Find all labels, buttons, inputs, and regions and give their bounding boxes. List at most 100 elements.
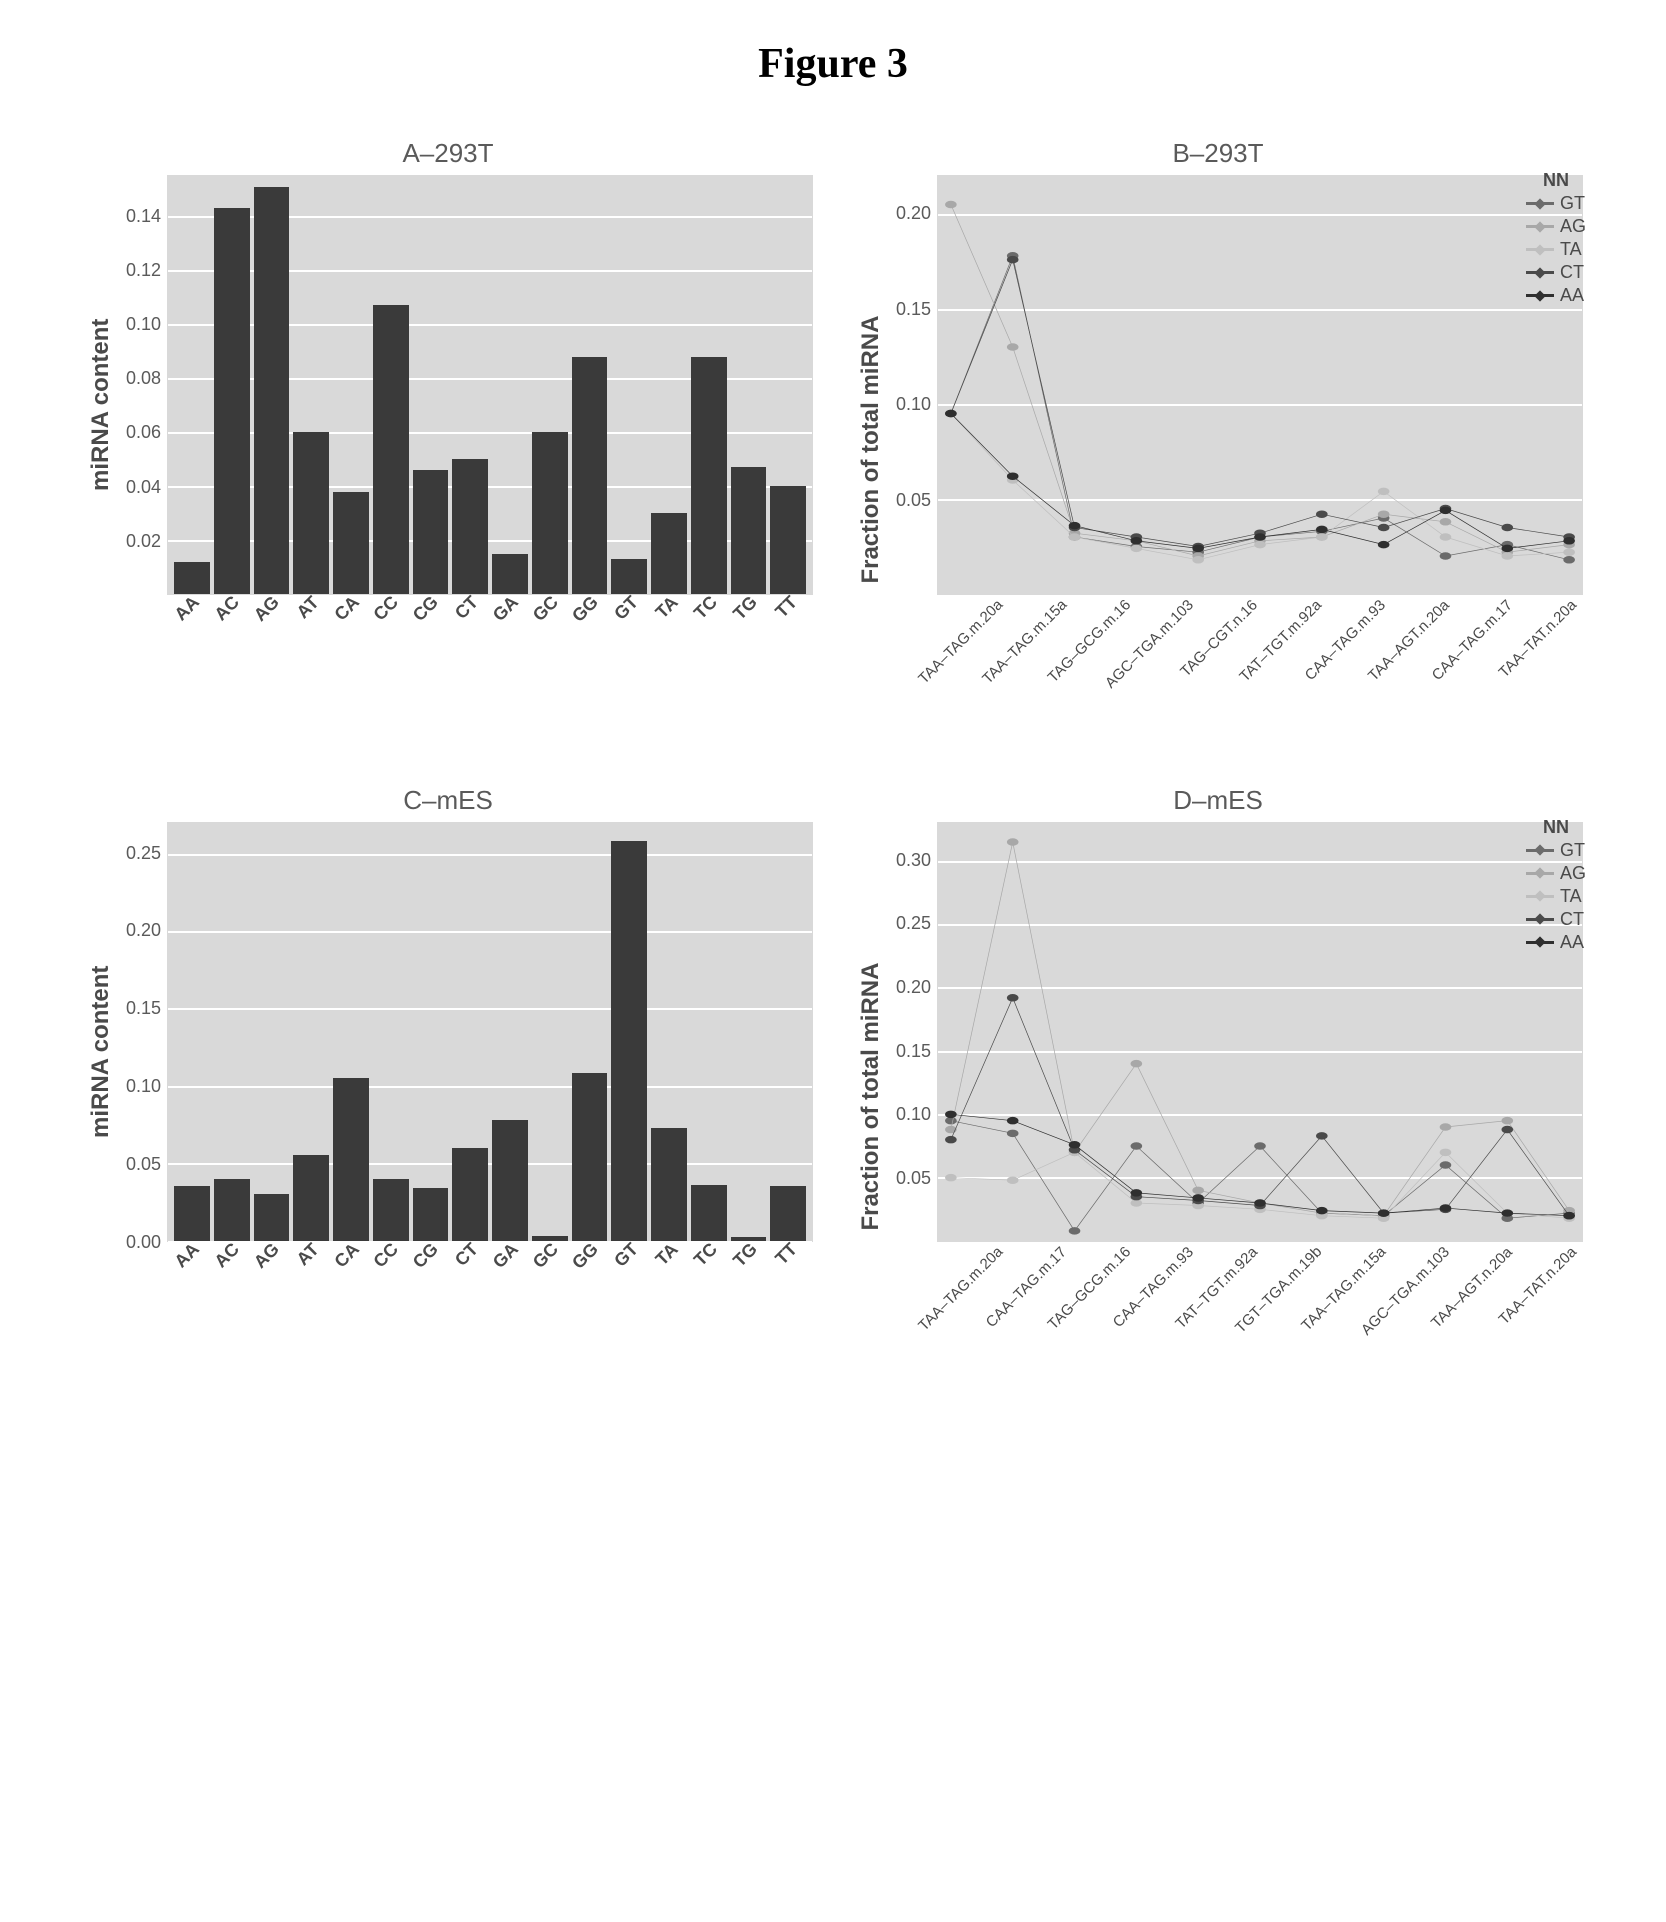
series-point-AA bbox=[1007, 472, 1019, 480]
xtick-label: TT bbox=[763, 592, 815, 644]
panel-b-yticks: 0.050.100.150.20 bbox=[889, 175, 937, 595]
series-point-AA bbox=[1131, 537, 1143, 545]
series-point-AA bbox=[945, 410, 957, 418]
series-point-AG bbox=[1192, 1186, 1204, 1194]
series-point-TA bbox=[1192, 556, 1204, 564]
bar bbox=[293, 432, 329, 594]
series-point-AG bbox=[1502, 1116, 1514, 1124]
bar bbox=[293, 1155, 329, 1240]
ytick-label: 0.10 bbox=[896, 394, 931, 415]
series-point-TA bbox=[1316, 533, 1328, 541]
bar bbox=[373, 1179, 409, 1241]
panel-c-plot bbox=[167, 822, 813, 1242]
bar bbox=[611, 841, 647, 1240]
series-point-AA bbox=[1316, 1206, 1328, 1214]
legend-swatch bbox=[1526, 294, 1554, 297]
series-point-AA bbox=[1192, 1194, 1204, 1202]
series-line-CT bbox=[951, 260, 1569, 547]
bar bbox=[770, 486, 806, 594]
panel-a: A–293T miRNA content 0.020.040.060.080.1… bbox=[83, 138, 813, 725]
series-point-CT bbox=[945, 1135, 957, 1143]
ytick-label: 0.15 bbox=[126, 998, 161, 1019]
xtick-label: TT bbox=[763, 1238, 815, 1290]
bar bbox=[770, 1186, 806, 1240]
series-point-GT bbox=[1440, 1161, 1452, 1169]
legend-label: GT bbox=[1560, 840, 1585, 861]
legend-item-CT: CT bbox=[1526, 262, 1586, 283]
panel-d-legend: NNGTAGTACTAA bbox=[1526, 817, 1586, 955]
legend-item-AG: AG bbox=[1526, 216, 1586, 237]
legend-item-TA: TA bbox=[1526, 886, 1586, 907]
ytick-label: 0.15 bbox=[896, 1041, 931, 1062]
bar bbox=[651, 1128, 687, 1241]
series-point-AA bbox=[1440, 1204, 1452, 1212]
bar bbox=[373, 305, 409, 594]
legend-swatch bbox=[1526, 918, 1554, 921]
series-point-GT bbox=[1131, 1142, 1143, 1150]
panel-d-ylabel: Fraction of total miRNA bbox=[853, 822, 889, 1372]
bar bbox=[333, 1078, 369, 1241]
bar bbox=[572, 357, 608, 594]
figure-title: Figure 3 bbox=[40, 40, 1626, 88]
series-line-GT bbox=[951, 256, 1569, 560]
series-point-AA bbox=[1316, 526, 1328, 534]
panel-b-plot: NNGTAGTACTAA bbox=[937, 175, 1583, 595]
series-point-AA bbox=[1131, 1189, 1143, 1197]
legend-label: TA bbox=[1560, 239, 1582, 260]
series-point-TA bbox=[1131, 545, 1143, 553]
series-point-CT bbox=[1378, 524, 1390, 532]
bar bbox=[174, 562, 210, 594]
legend-title: NN bbox=[1526, 817, 1586, 838]
series-point-AA bbox=[1440, 507, 1452, 515]
series-point-CT bbox=[1316, 1132, 1328, 1140]
panel-d-plot: NNGTAGTACTAA bbox=[937, 822, 1583, 1242]
series-point-AG bbox=[945, 201, 957, 209]
legend-item-CT: CT bbox=[1526, 909, 1586, 930]
series-point-AA bbox=[1192, 545, 1204, 553]
legend-swatch bbox=[1526, 849, 1554, 852]
legend-label: AA bbox=[1560, 932, 1584, 953]
panel-b-legend: NNGTAGTACTAA bbox=[1526, 170, 1586, 308]
bar bbox=[691, 357, 727, 594]
series-point-GT bbox=[1069, 1227, 1081, 1235]
legend-item-TA: TA bbox=[1526, 239, 1586, 260]
legend-swatch bbox=[1526, 271, 1554, 274]
series-point-TA bbox=[1440, 1148, 1452, 1156]
legend-item-AG: AG bbox=[1526, 863, 1586, 884]
legend-label: AG bbox=[1560, 863, 1586, 884]
ytick-label: 0.00 bbox=[126, 1232, 161, 1253]
ytick-label: 0.20 bbox=[896, 977, 931, 998]
series-point-AA bbox=[1069, 1141, 1081, 1149]
ytick-label: 0.10 bbox=[126, 314, 161, 335]
ytick-label: 0.20 bbox=[126, 920, 161, 941]
series-point-TA bbox=[1007, 1176, 1019, 1184]
ytick-label: 0.05 bbox=[896, 1168, 931, 1189]
panel-a-title: A–293T bbox=[83, 138, 813, 169]
series-point-AG bbox=[1440, 1123, 1452, 1131]
ytick-label: 0.02 bbox=[126, 531, 161, 552]
series-point-TA bbox=[1254, 541, 1266, 549]
ytick-label: 0.30 bbox=[896, 850, 931, 871]
bar bbox=[254, 1194, 290, 1240]
series-point-AG bbox=[1131, 1059, 1143, 1067]
series-point-AA bbox=[1502, 545, 1514, 553]
series-point-AA bbox=[1254, 533, 1266, 541]
series-point-CT bbox=[1007, 994, 1019, 1002]
series-point-AA bbox=[1254, 1199, 1266, 1207]
series-point-CT bbox=[1007, 256, 1019, 264]
legend-swatch bbox=[1526, 895, 1554, 898]
panel-d-title: D–mES bbox=[853, 785, 1583, 816]
series-point-TA bbox=[1502, 552, 1514, 560]
panel-b-title: B–293T bbox=[853, 138, 1583, 169]
series-point-CT bbox=[1502, 524, 1514, 532]
series-point-AG bbox=[1378, 510, 1390, 518]
series-point-TA bbox=[945, 1173, 957, 1181]
bar bbox=[333, 492, 369, 594]
bar bbox=[413, 470, 449, 594]
ytick-label: 0.15 bbox=[896, 299, 931, 320]
series-point-TA bbox=[1069, 533, 1081, 541]
ytick-label: 0.20 bbox=[896, 203, 931, 224]
legend-swatch bbox=[1526, 225, 1554, 228]
legend-label: AG bbox=[1560, 216, 1586, 237]
panel-d: D–mES Fraction of total miRNA 0.050.100.… bbox=[853, 785, 1583, 1372]
